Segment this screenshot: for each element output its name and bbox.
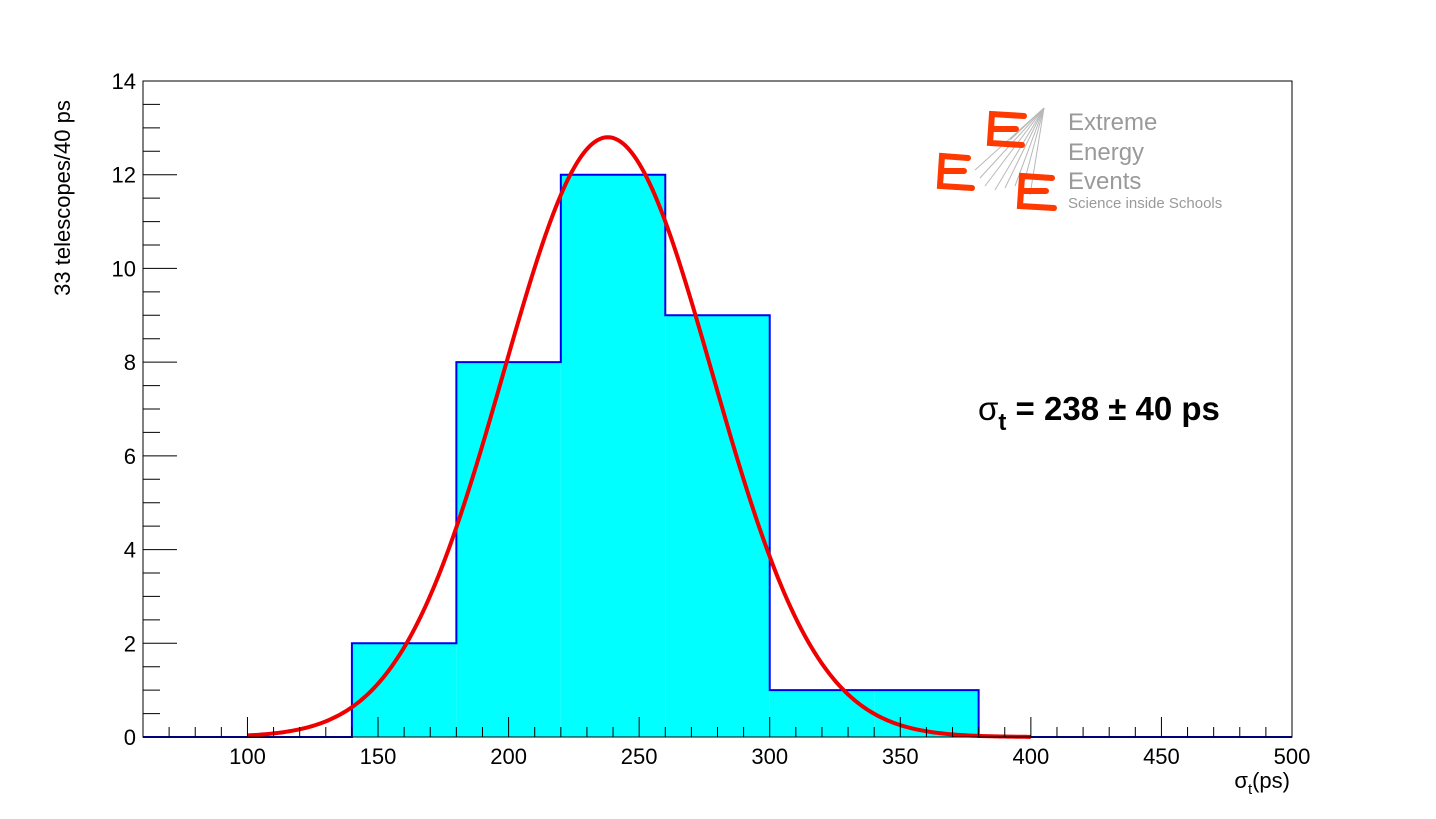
logo-e-marks bbox=[936, 110, 1057, 211]
x-tick-label: 100 bbox=[229, 744, 266, 769]
histogram-bar-3 bbox=[560, 174, 666, 737]
y-tick-label: 6 bbox=[124, 444, 136, 469]
histogram-bars bbox=[143, 173, 1292, 738]
histogram-outline bbox=[143, 173, 1292, 738]
x-tick-label: 300 bbox=[751, 744, 788, 769]
x-axis-title-subscript: t bbox=[1248, 781, 1253, 798]
fit-result-annotation: σt = 238 ± 40 ps bbox=[978, 390, 1220, 436]
x-axis-title: σt(ps) bbox=[1234, 768, 1290, 798]
y-tick-label: 4 bbox=[124, 538, 136, 563]
x-tick-label: 200 bbox=[490, 744, 527, 769]
x-tick-label: 450 bbox=[1143, 744, 1180, 769]
histogram-bar-1 bbox=[351, 643, 457, 737]
y-tick-label: 0 bbox=[124, 725, 136, 750]
x-tick-label: 250 bbox=[621, 744, 658, 769]
y-tick-label: 14 bbox=[112, 69, 136, 94]
histogram-bar-4 bbox=[665, 315, 770, 737]
eee-logo: Extreme Energy Events Science inside Sch… bbox=[936, 107, 1222, 212]
logo-line-extreme: Extreme bbox=[1068, 109, 1157, 136]
x-tick-label: 150 bbox=[360, 744, 397, 769]
y-tick-label: 2 bbox=[124, 631, 136, 656]
y-tick-label: 12 bbox=[112, 163, 136, 188]
x-tick-label: 400 bbox=[1013, 744, 1050, 769]
x-tick-label: 500 bbox=[1274, 744, 1311, 769]
y-tick-label: 10 bbox=[112, 256, 136, 281]
logo-tagline: Science inside Schools bbox=[1068, 195, 1222, 212]
y-tick-label: 8 bbox=[124, 350, 136, 375]
logo-line-events: Events bbox=[1068, 168, 1141, 195]
logo-line-energy: Energy bbox=[1068, 139, 1144, 166]
y-axis-title: 33 telescopes/40 ps bbox=[50, 100, 75, 296]
x-tick-label: 350 bbox=[882, 744, 919, 769]
x-axis-ticks: 100 150 200 250 300 350 400 450 500 bbox=[168, 717, 1311, 769]
logo-rays bbox=[974, 107, 1045, 196]
y-axis-ticks: 0 2 4 6 8 10 12 14 bbox=[112, 69, 177, 750]
histogram-bar-2 bbox=[456, 362, 561, 737]
